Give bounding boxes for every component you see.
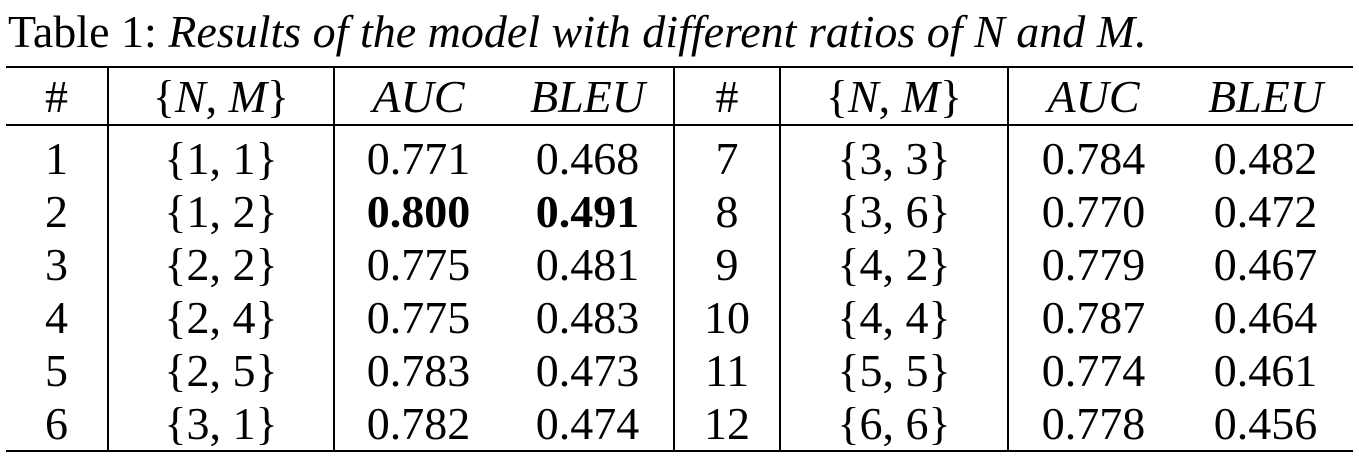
row-nm: {3, 6} xyxy=(780,185,1009,238)
row-id: 9 xyxy=(674,238,781,291)
row-auc: 0.787 xyxy=(1041,292,1146,343)
header-bleu-left: BLEU xyxy=(502,67,675,125)
row-id: 11 xyxy=(674,344,781,397)
header-nm-sep: , xyxy=(878,70,902,122)
row-bleu: 0.467 xyxy=(1213,239,1318,290)
row-id: 6 xyxy=(6,397,109,451)
header-nm-m: M xyxy=(901,70,940,122)
row-id: 2 xyxy=(6,185,109,238)
row-nm: {5, 5} xyxy=(780,344,1009,397)
table-row: 6 {3, 1} 0.782 0.474 12 {6, 6} 0.778 0.4… xyxy=(6,397,1353,451)
row-bleu: 0.468 xyxy=(502,125,675,185)
row-bleu: 0.482 xyxy=(1213,133,1318,184)
header-auc-left: AUC xyxy=(372,70,465,122)
header-nm-n: N xyxy=(174,70,206,122)
header-nm-right: {N, M} xyxy=(780,67,1009,125)
row-nm: {1, 2} xyxy=(108,185,335,238)
row-auc: 0.779 xyxy=(1041,239,1146,290)
table-row: 3 {2, 2} 0.775 0.481 9 {4, 2} 0.779 0.46… xyxy=(6,238,1353,291)
row-auc: 0.782 xyxy=(366,398,471,449)
header-row: # {N, M} AUC BLEU # {N, M} AUC BLEU xyxy=(6,67,1353,125)
row-auc: 0.778 xyxy=(1041,398,1146,449)
header-nm-close: } xyxy=(940,70,963,122)
row-bleu: 0.461 xyxy=(1213,345,1318,396)
row-auc: 0.775 xyxy=(366,239,471,290)
row-auc: 0.775 xyxy=(366,292,471,343)
row-nm: {2, 4} xyxy=(108,291,335,344)
row-auc-best: 0.800 xyxy=(366,186,471,237)
table-row: 4 {2, 4} 0.775 0.483 10 {4, 4} 0.787 0.4… xyxy=(6,291,1353,344)
row-id: 12 xyxy=(674,397,781,451)
row-bleu: 0.481 xyxy=(502,238,675,291)
header-nm-left: {N, M} xyxy=(108,67,335,125)
row-nm: {2, 2} xyxy=(108,238,335,291)
row-nm: {3, 1} xyxy=(108,397,335,451)
row-id: 7 xyxy=(674,125,781,185)
row-auc: 0.783 xyxy=(366,345,471,396)
header-auc-right: AUC xyxy=(1047,70,1140,122)
row-id: 4 xyxy=(6,291,109,344)
results-table: # {N, M} AUC BLEU # {N, M} AUC BLEU 1 {1… xyxy=(6,66,1353,452)
row-bleu: 0.472 xyxy=(1213,186,1318,237)
caption-label: Table 1: xyxy=(8,6,157,57)
row-nm: {4, 4} xyxy=(780,291,1009,344)
row-nm: {3, 3} xyxy=(780,125,1009,185)
row-bleu: 0.456 xyxy=(1213,398,1318,449)
header-nm-open: { xyxy=(152,70,175,122)
row-id: 5 xyxy=(6,344,109,397)
row-nm: {6, 6} xyxy=(780,397,1009,451)
table-row: 5 {2, 5} 0.783 0.473 11 {5, 5} 0.774 0.4… xyxy=(6,344,1353,397)
header-nm-m: M xyxy=(228,70,267,122)
row-bleu: 0.474 xyxy=(502,397,675,451)
row-bleu: 0.464 xyxy=(1213,292,1318,343)
row-bleu: 0.483 xyxy=(502,291,675,344)
row-auc: 0.784 xyxy=(1041,133,1146,184)
row-id: 8 xyxy=(674,185,781,238)
table-row: 1 {1, 1} 0.771 0.468 7 {3, 3} 0.784 0.48… xyxy=(6,125,1353,185)
row-auc: 0.774 xyxy=(1041,345,1146,396)
header-id-left: # xyxy=(6,67,109,125)
header-nm-n: N xyxy=(847,70,879,122)
row-auc: 0.771 xyxy=(366,133,471,184)
header-nm-close: } xyxy=(267,70,290,122)
header-id-right: # xyxy=(674,67,781,125)
row-nm: {2, 5} xyxy=(108,344,335,397)
row-nm: {1, 1} xyxy=(108,125,335,185)
table-row: 2 {1, 2} 0.800 0.491 8 {3, 6} 0.770 0.47… xyxy=(6,185,1353,238)
row-id: 3 xyxy=(6,238,109,291)
row-id: 1 xyxy=(6,125,109,185)
caption-text: Results of the model with different rati… xyxy=(168,6,1147,57)
row-bleu: 0.473 xyxy=(502,344,675,397)
table-caption: Table 1: Results of the model with diffe… xyxy=(8,4,1358,60)
row-id: 10 xyxy=(674,291,781,344)
header-bleu-right: BLEU xyxy=(1208,70,1323,122)
header-nm-sep: , xyxy=(205,70,229,122)
header-nm-open: { xyxy=(825,70,848,122)
row-bleu-best: 0.491 xyxy=(502,185,675,238)
row-nm: {4, 2} xyxy=(780,238,1009,291)
row-auc: 0.770 xyxy=(1041,186,1146,237)
